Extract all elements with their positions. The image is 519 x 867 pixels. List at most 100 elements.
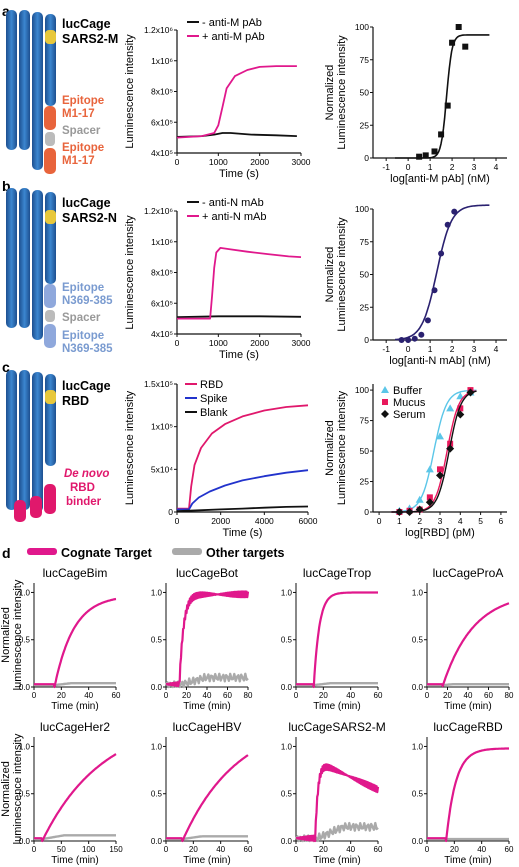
d-subplot-y-tick-label: 0.5 [281, 636, 293, 645]
c-kinetics-y-label: Luminescence intensity [124, 390, 136, 505]
d-subplot-x-tick-label: 20 [443, 691, 452, 700]
protein-structure-b [6, 188, 56, 348]
a-dose-x-tick-label: 1 [428, 162, 433, 172]
a-kinetics-y-tick-label: 1x10⁶ [151, 56, 173, 66]
d-cognate-line [33, 753, 117, 843]
d-subplot-x-label: Time (min) [444, 855, 491, 866]
c-dose-point-0-6 [456, 392, 465, 400]
a-kinetics-group: 0 1000 2000 3000 4x10⁵ 6x10⁵ 8x10⁵ 1x10⁶ 1.2x10⁶… [124, 17, 311, 180]
b-dose-y-tick-label: 75 [360, 237, 370, 247]
d-subplot-y-tick-label: 0.5 [281, 790, 293, 799]
d-subplot-title: lucCageBot [176, 566, 239, 580]
d-subplot-x-tick-label: 40 [464, 691, 473, 700]
d-subplot-2: lucCageTrop 0 20 40 60 0.0 0.5 1.0 Time (min) [281, 566, 383, 712]
d-subplot-x-tick-label: 0 [425, 845, 430, 854]
b-kinetics-legend-label-1: + anti-N mAb [202, 211, 267, 223]
binder-label-c-2: RBD [70, 482, 95, 494]
c-dose-x-tick-label: 3 [438, 516, 443, 526]
b-dose-fit-line [395, 204, 490, 341]
d-subplot-x-tick-label: 40 [216, 845, 225, 854]
c-dose-y-tick-label: 75 [360, 416, 370, 426]
d-subplot-x-tick-label: 80 [505, 691, 514, 700]
a-kinetics-x-tick-label: 0 [175, 157, 180, 167]
d-other-targets-line [164, 672, 249, 689]
d-subplot-x-tick-label: 40 [477, 845, 486, 854]
c-dose-point-0-2 [415, 495, 424, 503]
a-dose-fit-line [395, 34, 490, 159]
b-dose-y-label-2: Luminescence intensity [336, 217, 348, 332]
b-kinetics-legend-label-0: - anti-N mAb [202, 197, 264, 209]
b-dose-x-tick-label: 1 [428, 344, 433, 354]
a-kinetics-y-tick-label: 6x10⁵ [151, 117, 173, 127]
a-kinetics-y-label: Luminescence intensity [124, 34, 136, 149]
a-dose-y-tick-label: 100 [355, 22, 369, 32]
b-kinetics-y-tick-label: 4x10⁵ [151, 329, 173, 339]
c-kinetics-x-label: Time (s) [223, 527, 263, 539]
epitope-label-b-top-1: Epitope [62, 282, 104, 294]
c-kinetics-y-tick-label: 1.5x10⁵ [144, 379, 173, 389]
b-dose-point-5 [431, 287, 438, 294]
construct-name-b-line1: lucCage [62, 196, 111, 210]
c-dose-x-tick-label: 4 [458, 516, 463, 526]
d-subplot-y-tick-label: 1.0 [151, 742, 163, 751]
epitope-label-b-bottom-1: Epitope [62, 330, 104, 342]
d-subplot-x-tick-label: 0 [425, 691, 430, 700]
d-subplot-x-label: Time (min) [444, 701, 491, 712]
d-subplot-title: lucCageSARS2-M [288, 720, 385, 734]
b-dose-point-3 [418, 331, 425, 338]
d-subplot-x-tick-label: 50 [57, 845, 66, 854]
d-subplot-x-tick-label: 20 [57, 691, 66, 700]
d-subplot-x-tick-label: 100 [82, 845, 96, 854]
d-subplot-title: lucCageHer2 [40, 720, 110, 734]
d-subplot-y-tick-label: 0.5 [412, 636, 424, 645]
d-subplot-x-tick-label: 20 [319, 845, 328, 854]
b-kinetics-x-label: Time (s) [219, 349, 259, 361]
b-dose-point-6 [438, 250, 445, 257]
c-kinetics-x-tick-label: 0 [175, 516, 180, 526]
d-cognate-line [426, 602, 510, 688]
d-subplot-3: lucCageProA 0 20 40 60 80 0.0 0.5 1.0 Time (min) [412, 566, 514, 712]
b-dose-y-tick-label: 50 [360, 270, 370, 280]
d-subplot-x-tick-label: 20 [450, 845, 459, 854]
d-subplot-7: lucCageRBD 0 20 40 60 0.0 0.5 1.0 Time (min) [412, 720, 514, 866]
a-dose-point-2 [431, 148, 438, 155]
c-dose-point-2-5 [446, 444, 455, 453]
legend-swatch-cognate [27, 548, 57, 555]
d-subplot-x-tick-label: 0 [164, 691, 169, 700]
b-dose-point-1 [405, 337, 412, 343]
c-kinetics-series-line-2 [176, 505, 309, 512]
c-dose-x-tick-label: 0 [377, 516, 382, 526]
b-kinetics-x-tick-label: 2000 [250, 338, 269, 348]
d-subplot-x-tick-label: 60 [112, 691, 121, 700]
d-subplot-0: lucCageBim 0 20 40 60 0.0 0.5 1.0 Time (min) [19, 566, 121, 712]
c-dose-y-label-1: Normalized [324, 420, 336, 476]
b-dose-x-tick-label: 2 [450, 344, 455, 354]
c-dose-point-2-3 [425, 498, 434, 507]
d-subplot-y-tick-label: 0.5 [19, 636, 31, 645]
d-cognate-line [165, 590, 250, 688]
d-subplot-x-label: Time (min) [183, 701, 230, 712]
charts-layer: 0 1000 2000 30004x10⁵6x10⁵8x10⁵1x10⁶1.2x10⁶… [0, 17, 514, 866]
d-subplot-x-tick-label: 60 [505, 845, 514, 854]
d-row-y-label-2: luminescence intensity [12, 579, 24, 690]
a-kinetics-y-tick-label: 1.2x10⁶ [144, 25, 173, 35]
b-kinetics-y-tick-label: 1.2x10⁶ [144, 206, 173, 216]
c-dose-point-2-7 [466, 388, 475, 397]
d-subplot-y-tick-label: 0.0 [19, 837, 31, 846]
c-dose-legend-label-1: Mucus [393, 397, 426, 409]
d-subplot-y-tick-label: 1.0 [19, 588, 31, 597]
a-dose-point-0 [416, 153, 423, 160]
d-subplot-title: lucCageRBD [433, 720, 503, 734]
a-dose-y-label-1: Normalized [324, 65, 336, 121]
d-subplot-x-tick-label: 0 [32, 691, 37, 700]
c-dose-legend-marker-2 [381, 410, 389, 418]
legend-label-other: Other targets [206, 546, 285, 560]
b-dose-y-tick-label: 25 [360, 302, 370, 312]
a-dose-point-7 [462, 43, 469, 50]
panel-letter-d: d [2, 545, 11, 561]
a-dose-group: -1 0 1 2 3 4 0 25 50 75 100 log[anti-M pAb] (nM) Nor… [324, 22, 507, 185]
b-kinetics-y-label: Luminescence intensity [124, 215, 136, 330]
c-kinetics-group: 0 2000 4000 6000 0 5x10⁴ 1x10⁵ 1.5x10⁵ Time (s) L… [124, 379, 318, 539]
b-dose-y-label-1: Normalized [324, 247, 336, 303]
